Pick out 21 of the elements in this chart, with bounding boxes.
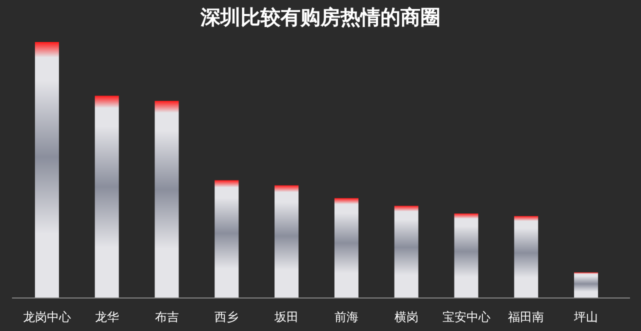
bar [34, 42, 59, 298]
x-tick-label: 龙华 [94, 310, 119, 324]
x-tick-label: 宝安中心 [442, 310, 490, 324]
bar [274, 185, 299, 298]
x-tick-label: 坪山 [573, 310, 598, 324]
x-tick-label: 坂田 [274, 310, 299, 324]
bar [514, 216, 538, 298]
bar [454, 214, 478, 298]
bar [154, 100, 179, 298]
x-tick-label: 横岗 [394, 310, 418, 324]
bar [214, 180, 239, 298]
chart-title: 深圳比较有购房热情的商圈 [200, 6, 440, 29]
bar [334, 198, 358, 298]
bar [394, 206, 418, 298]
x-tick-label: 福田南 [508, 310, 544, 324]
x-tick-label: 布吉 [154, 310, 179, 324]
x-tick-label: 西乡 [214, 310, 239, 324]
bar [94, 96, 119, 298]
x-tick-label: 龙岗中心 [22, 310, 71, 324]
x-tick-label: 前海 [334, 310, 358, 324]
bar [574, 272, 598, 298]
